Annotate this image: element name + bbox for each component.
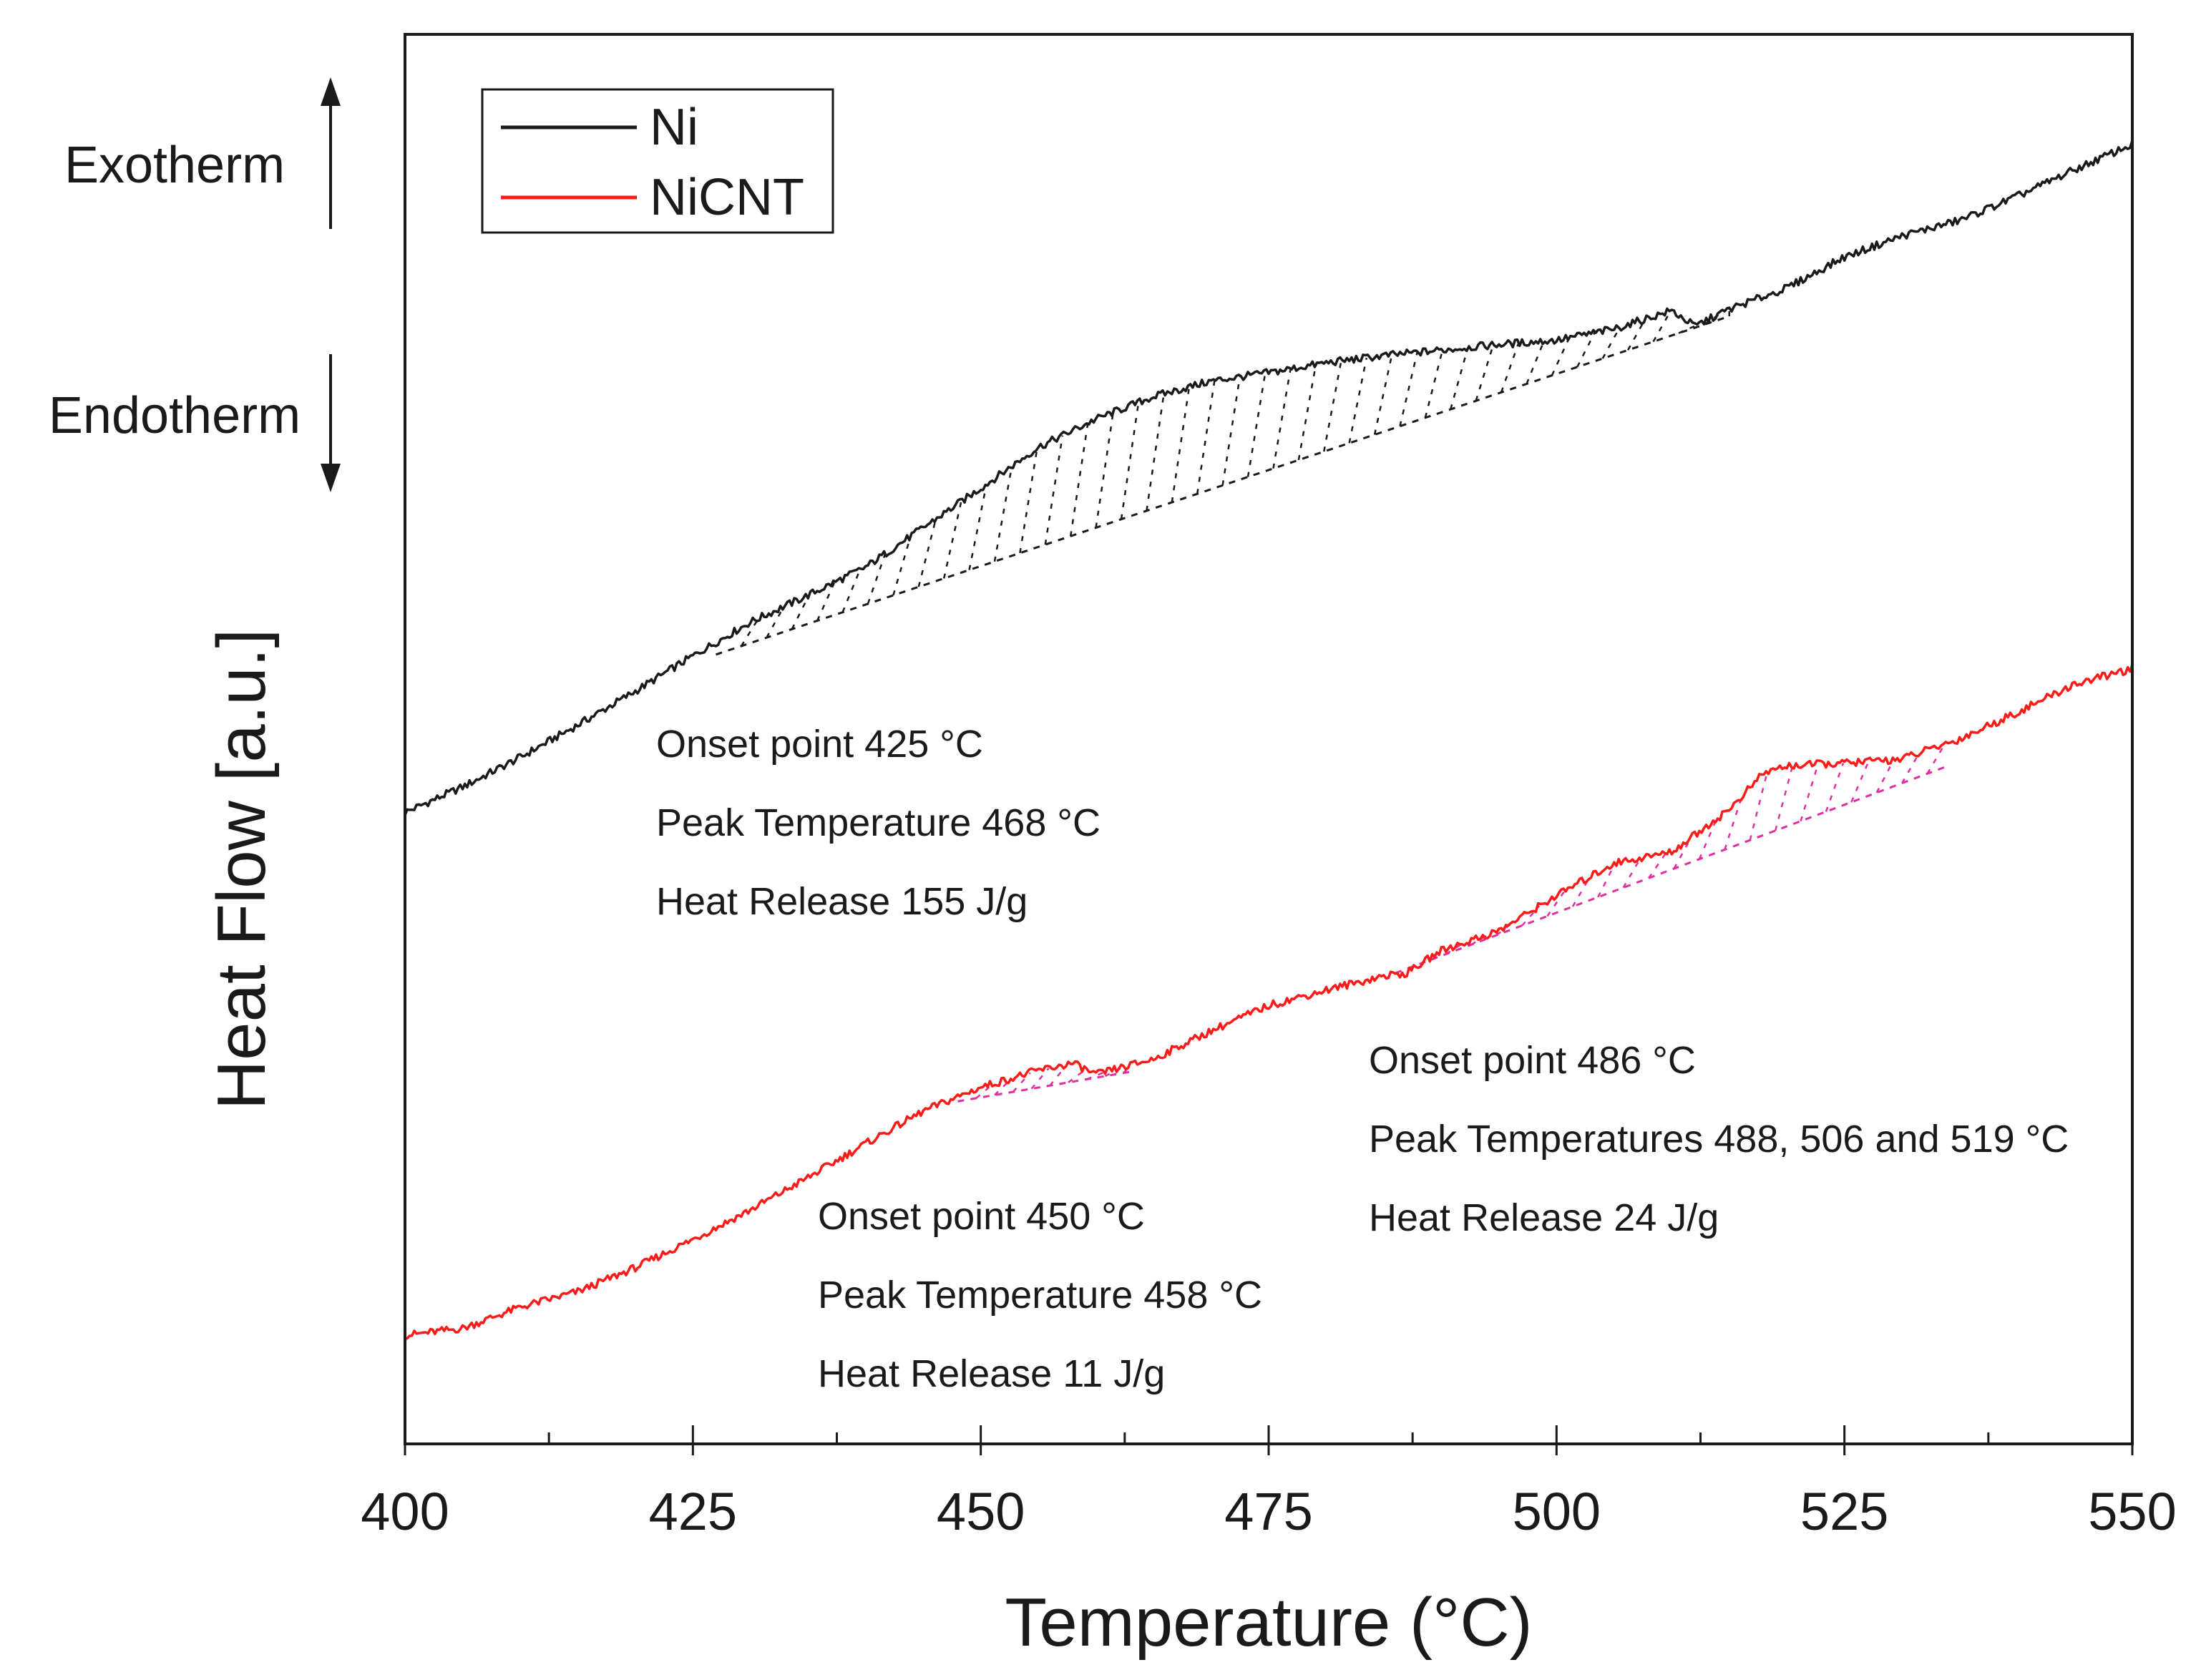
legend-box [481, 88, 834, 234]
x-axis-ticks [404, 1425, 2134, 1455]
hatch-line [1019, 448, 1038, 554]
hatch-line [1850, 761, 1870, 803]
hatch-line [1146, 394, 1165, 512]
y-axis-title: Heat Flow [a.u.] [203, 629, 280, 1110]
x-tick-label: 500 [1513, 1482, 1601, 1541]
hatch-line [841, 570, 861, 613]
hatch-line [1901, 752, 1921, 784]
annotation-nicnt-2-peak: Peak Temperatures 488, 506 and 519 °C [1369, 1118, 2069, 1161]
hatch-line [1926, 743, 1946, 774]
x-axis-title: Temperature (°C) [1005, 1584, 1532, 1661]
baseline-nicnt-2 [1395, 765, 1949, 975]
annotation-nicnt-1: Onset point 450 °C Peak Temperature 458 … [818, 1195, 1262, 1395]
x-tick-label: 450 [937, 1482, 1025, 1541]
hatch-line [1800, 763, 1819, 822]
hatch-line [1399, 352, 1418, 426]
hatch-line [1272, 368, 1292, 469]
legend-label-ni: Ni [650, 99, 698, 156]
hatch-line [1648, 852, 1667, 879]
annotation-nicnt-1-onset: Onset point 450 °C [818, 1195, 1145, 1238]
hatch-line [1495, 921, 1515, 936]
hatch-line [1450, 347, 1469, 410]
annotation-ni-onset: Onset point 425 °C [656, 723, 983, 766]
x-tick-label: 475 [1224, 1482, 1312, 1541]
hatch-line [1521, 905, 1541, 927]
hatch-line [1825, 763, 1845, 812]
x-tick-label: 550 [2088, 1482, 2176, 1541]
annotation-nicnt-2: Onset point 486 °C Peak Temperatures 488… [1369, 1039, 2069, 1239]
series-layer [404, 140, 2134, 1341]
legend: Ni NiCNT [481, 88, 834, 234]
annotation-ni: Onset point 425 °C Peak Temperature 468 … [656, 723, 1101, 923]
hatch-line [975, 1083, 995, 1099]
hatch-line [1030, 1068, 1050, 1090]
endotherm-label: Endotherm [49, 387, 301, 444]
hatch-line [1652, 311, 1672, 343]
baseline-ni-0 [716, 315, 1730, 656]
hatch-line [993, 466, 1013, 562]
hatch-line [1475, 344, 1495, 401]
series-line-nicnt [404, 664, 2134, 1341]
exotherm-arrow-icon [321, 77, 341, 106]
x-tick-label: 525 [1800, 1482, 1888, 1541]
hatch-line [1049, 1063, 1068, 1087]
hatch-line [1698, 819, 1718, 860]
hatch-line [867, 553, 887, 605]
annotation-nicnt-2-heat: Heat Release 24 J/g [1369, 1196, 1719, 1239]
exotherm-label: Exotherm [64, 137, 285, 194]
hatch-line [1546, 890, 1566, 917]
hatch-line [968, 484, 987, 570]
x-tick-label: 425 [649, 1482, 737, 1541]
hatch-layer [740, 309, 1946, 1099]
series-line-ni [404, 140, 2134, 816]
hatch-line [942, 501, 962, 579]
hatch-line [740, 617, 760, 647]
x-tick-label: 400 [361, 1482, 449, 1541]
hatch-line [1120, 402, 1140, 519]
legend-label-nicnt: NiCNT [650, 169, 804, 226]
hatch-line [1500, 342, 1520, 393]
annotation-ni-heat: Heat Release 155 J/g [656, 880, 1028, 923]
hatch-line [1724, 796, 1743, 850]
baseline-layer [716, 315, 1949, 1103]
hatch-line [1068, 1068, 1086, 1083]
hatch-line [994, 1077, 1012, 1096]
hatch-line [1373, 354, 1393, 435]
hatch-line [892, 536, 912, 596]
annotation-nicnt-2-onset: Onset point 486 °C [1369, 1039, 1696, 1082]
hatch-line [1297, 364, 1317, 461]
hatch-line [1246, 373, 1267, 477]
hatch-line [1348, 357, 1368, 444]
baseline-nicnt-1 [957, 1070, 1131, 1103]
annotation-nicnt-1-heat: Heat Release 11 J/g [818, 1352, 1165, 1395]
hatch-line [1470, 933, 1490, 946]
x-axis-tick-labels: 400 425 450 475 500 525 550 [361, 1482, 2176, 1541]
hatch-line [1012, 1072, 1031, 1093]
annotation-ni-peak: Peak Temperature 468 °C [656, 801, 1101, 844]
hatch-line [1622, 857, 1641, 889]
hatch-line [1526, 341, 1545, 385]
endotherm-arrow-icon [321, 464, 341, 492]
annotation-nicnt-1-peak: Peak Temperature 458 °C [818, 1274, 1262, 1317]
hatch-line [1323, 361, 1342, 452]
